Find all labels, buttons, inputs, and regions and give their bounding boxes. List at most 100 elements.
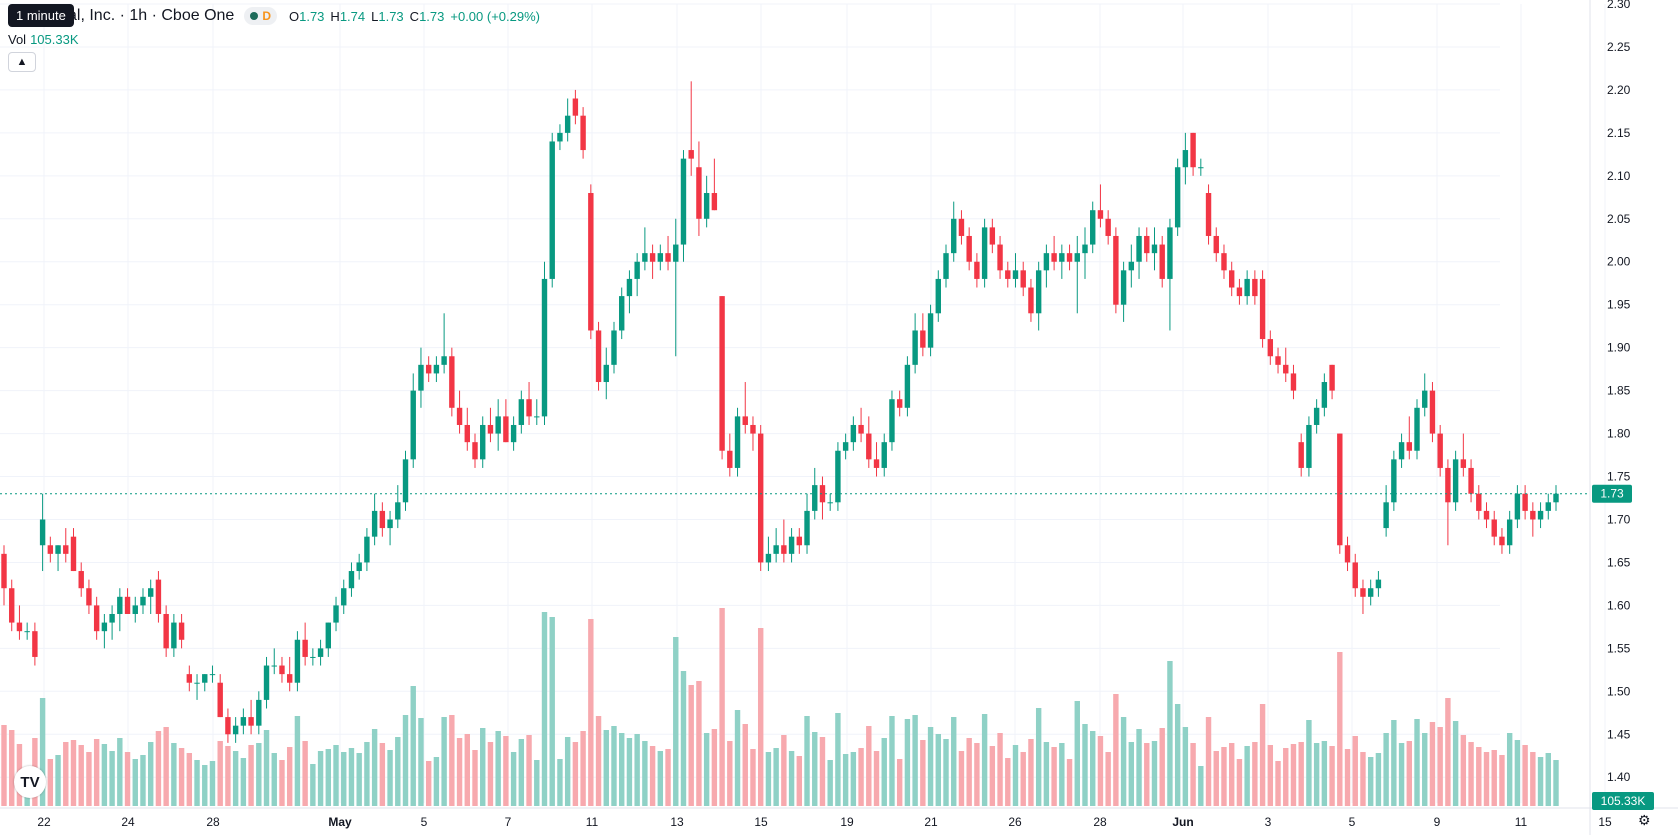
candle-body — [1167, 227, 1173, 279]
candle-body — [734, 416, 741, 468]
candle-body — [1545, 502, 1551, 511]
volume-bar — [819, 737, 826, 806]
volume-bar — [1151, 741, 1158, 806]
candle-body — [1190, 132, 1196, 168]
candle-body — [757, 433, 764, 563]
candle-body — [310, 656, 316, 658]
volume-bar — [325, 749, 332, 806]
candle-body — [595, 330, 602, 383]
candle-body — [1090, 210, 1096, 245]
candle-body — [1128, 261, 1135, 271]
volume-bar — [225, 746, 231, 806]
x-tick-label: 19 — [840, 815, 854, 829]
volume-bar — [711, 729, 718, 806]
candle-body — [78, 571, 84, 589]
candle-body — [163, 613, 169, 649]
candle-body — [966, 235, 972, 262]
volume-bar — [186, 753, 193, 806]
candle-body — [286, 674, 293, 683]
candle-body — [1267, 339, 1274, 357]
candle-body — [1306, 424, 1312, 468]
candle-body — [935, 278, 941, 314]
candle-body — [842, 442, 849, 451]
candle-body — [155, 579, 162, 614]
settings-gear-icon[interactable]: ⚙ — [1638, 812, 1651, 828]
x-tick-label: 22 — [37, 815, 51, 829]
volume-bar — [1020, 752, 1026, 806]
volume-bar — [827, 760, 833, 806]
volume-bar — [1313, 743, 1320, 806]
volume-bar — [1437, 727, 1443, 806]
volume-bar — [317, 751, 324, 806]
volume-bar — [1221, 747, 1227, 806]
candle-body — [1499, 536, 1505, 546]
volume-bar — [1136, 729, 1142, 806]
tradingview-logo-icon[interactable]: TV — [14, 766, 46, 798]
candle-body — [464, 424, 470, 443]
volume-bar — [410, 686, 416, 806]
candle-body — [70, 536, 77, 572]
volume-bar — [240, 758, 247, 806]
candle-body — [1221, 253, 1227, 271]
candle-body — [1290, 373, 1297, 391]
open-label: O — [288, 8, 300, 24]
candle-body — [1313, 407, 1320, 425]
candle-body — [943, 253, 949, 279]
candle-body — [1082, 244, 1088, 254]
volume-bar — [1290, 744, 1297, 806]
volume-bar — [202, 765, 208, 806]
low-label: L — [371, 8, 379, 24]
candle-body — [665, 253, 671, 262]
volume-bar — [1360, 752, 1366, 806]
y-tick-label: 1.55 — [1607, 641, 1631, 655]
collapse-legend-button[interactable]: ▲ — [8, 52, 36, 72]
candle-body — [997, 244, 1003, 271]
volume-bar — [263, 730, 270, 806]
volume-bar — [842, 754, 849, 806]
candle-body — [1043, 253, 1050, 271]
candle-body — [456, 407, 463, 425]
candle-body — [472, 442, 478, 460]
candle-body — [526, 399, 532, 417]
candle-body — [1074, 253, 1080, 262]
volume-bar — [371, 729, 378, 806]
candle-body — [1198, 167, 1204, 169]
volume-bar — [734, 710, 741, 806]
x-tick-label: 15 — [1598, 815, 1612, 829]
volume-bar — [310, 764, 316, 806]
candle-body — [1514, 493, 1521, 520]
volume-bar — [1252, 742, 1258, 806]
candle-body — [896, 399, 903, 408]
candle-body — [827, 502, 833, 504]
candle-body — [441, 356, 447, 365]
candle-body — [364, 536, 370, 563]
volume-bar — [425, 761, 432, 806]
high-label: H — [330, 8, 340, 24]
candle-body — [333, 605, 339, 623]
candle-body — [920, 330, 926, 348]
candle-body — [881, 442, 887, 468]
volume-bar — [1506, 733, 1513, 806]
candle-body — [1283, 364, 1289, 374]
volume-bar — [765, 752, 772, 806]
volume-bar — [1174, 704, 1181, 806]
volume-bar — [456, 738, 463, 806]
market-status-indicator[interactable]: D — [244, 7, 277, 25]
candle-body — [117, 596, 123, 614]
candle-body — [348, 571, 355, 589]
symbol-title[interactable]: ital, Inc. · 1h · Cboe One — [60, 7, 235, 24]
candle-body — [294, 639, 301, 683]
volume-bar — [1275, 761, 1281, 806]
volume-bar — [788, 751, 795, 806]
candle-body — [279, 665, 285, 675]
candle-body — [1228, 270, 1235, 288]
candle-body — [379, 510, 386, 529]
candle-body — [680, 158, 687, 245]
volume-bar — [209, 761, 216, 806]
volume-bar — [433, 757, 440, 806]
candle-body — [1429, 390, 1436, 434]
candle-body — [727, 450, 733, 468]
candle-body — [1113, 235, 1119, 305]
volume-bar — [256, 743, 262, 806]
